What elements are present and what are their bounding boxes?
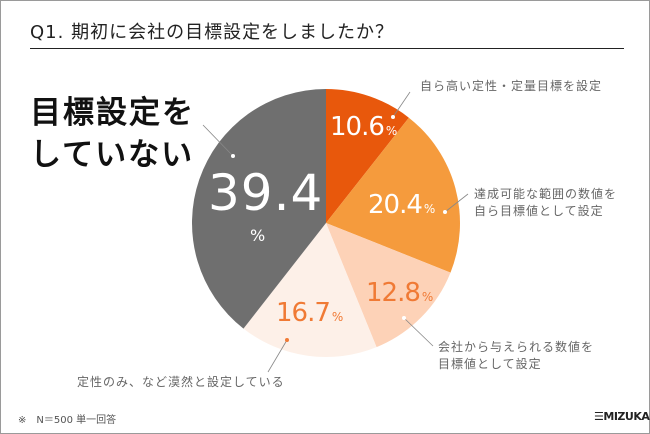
value-slice-2: 12.8% <box>366 278 433 308</box>
leader-line <box>444 193 469 213</box>
label-line: 自ら目標値として設定 <box>474 204 604 218</box>
pie-slice-1 <box>326 117 460 273</box>
label-line: 達成可能な範囲の数値を <box>474 187 618 201</box>
value: 10.6 <box>330 112 385 142</box>
label-line: していない <box>30 137 195 173</box>
leader-line <box>267 339 288 373</box>
leader-dot <box>391 115 395 119</box>
leader-dot <box>402 316 406 320</box>
value-slice-4-unit: % <box>250 226 265 245</box>
value-slice-4: 39.4 <box>208 164 324 222</box>
pie-slice-2 <box>326 223 451 348</box>
label-slice-0: 自ら高い定性・定量目標を設定 <box>420 79 603 93</box>
unit: % <box>423 202 435 216</box>
leader-dot <box>231 154 235 158</box>
unit: % <box>331 310 343 324</box>
label-slice-1: 達成可能な範囲の数値を 自ら目標値として設定 <box>474 186 617 220</box>
label-slice-2: 会社から与えられる数値を 目標値として設定 <box>438 339 594 373</box>
leader-dot <box>285 338 289 342</box>
chart-title: Q1. 期初に会社の目標設定をしましたか？ <box>30 22 395 43</box>
label-not-set: 目標設定を していない <box>30 92 195 176</box>
footnote: ※ N＝500 単一回答 <box>18 415 117 426</box>
label-slice-3: 定性のみ、など漠然と設定している <box>77 375 285 389</box>
label-line: 会社から与えられる数値を <box>438 340 595 354</box>
value-slice-1: 20.4% <box>368 190 435 220</box>
pie-slice-0 <box>326 89 409 223</box>
leader-dot <box>443 210 447 214</box>
leader-line <box>392 91 411 118</box>
brand-logo: ☰MIZUKARA <box>594 410 650 423</box>
logo-text: MIZUKARA <box>603 410 650 423</box>
value-slice-0: 10.6% <box>330 112 397 142</box>
value-slice-3: 16.7% <box>276 298 343 328</box>
value: 16.7 <box>276 298 331 328</box>
pie-slice-3 <box>243 223 377 357</box>
title-divider <box>30 48 624 49</box>
label-line: 目標設定を <box>30 95 195 131</box>
value: 20.4 <box>368 190 423 220</box>
unit: % <box>421 290 433 304</box>
leader-line <box>403 317 434 347</box>
value: 12.8 <box>366 278 421 308</box>
label-line: 目標値として設定 <box>438 357 542 371</box>
unit: % <box>385 124 397 138</box>
leader-line <box>202 124 234 157</box>
pie-slice-4 <box>191 89 326 329</box>
